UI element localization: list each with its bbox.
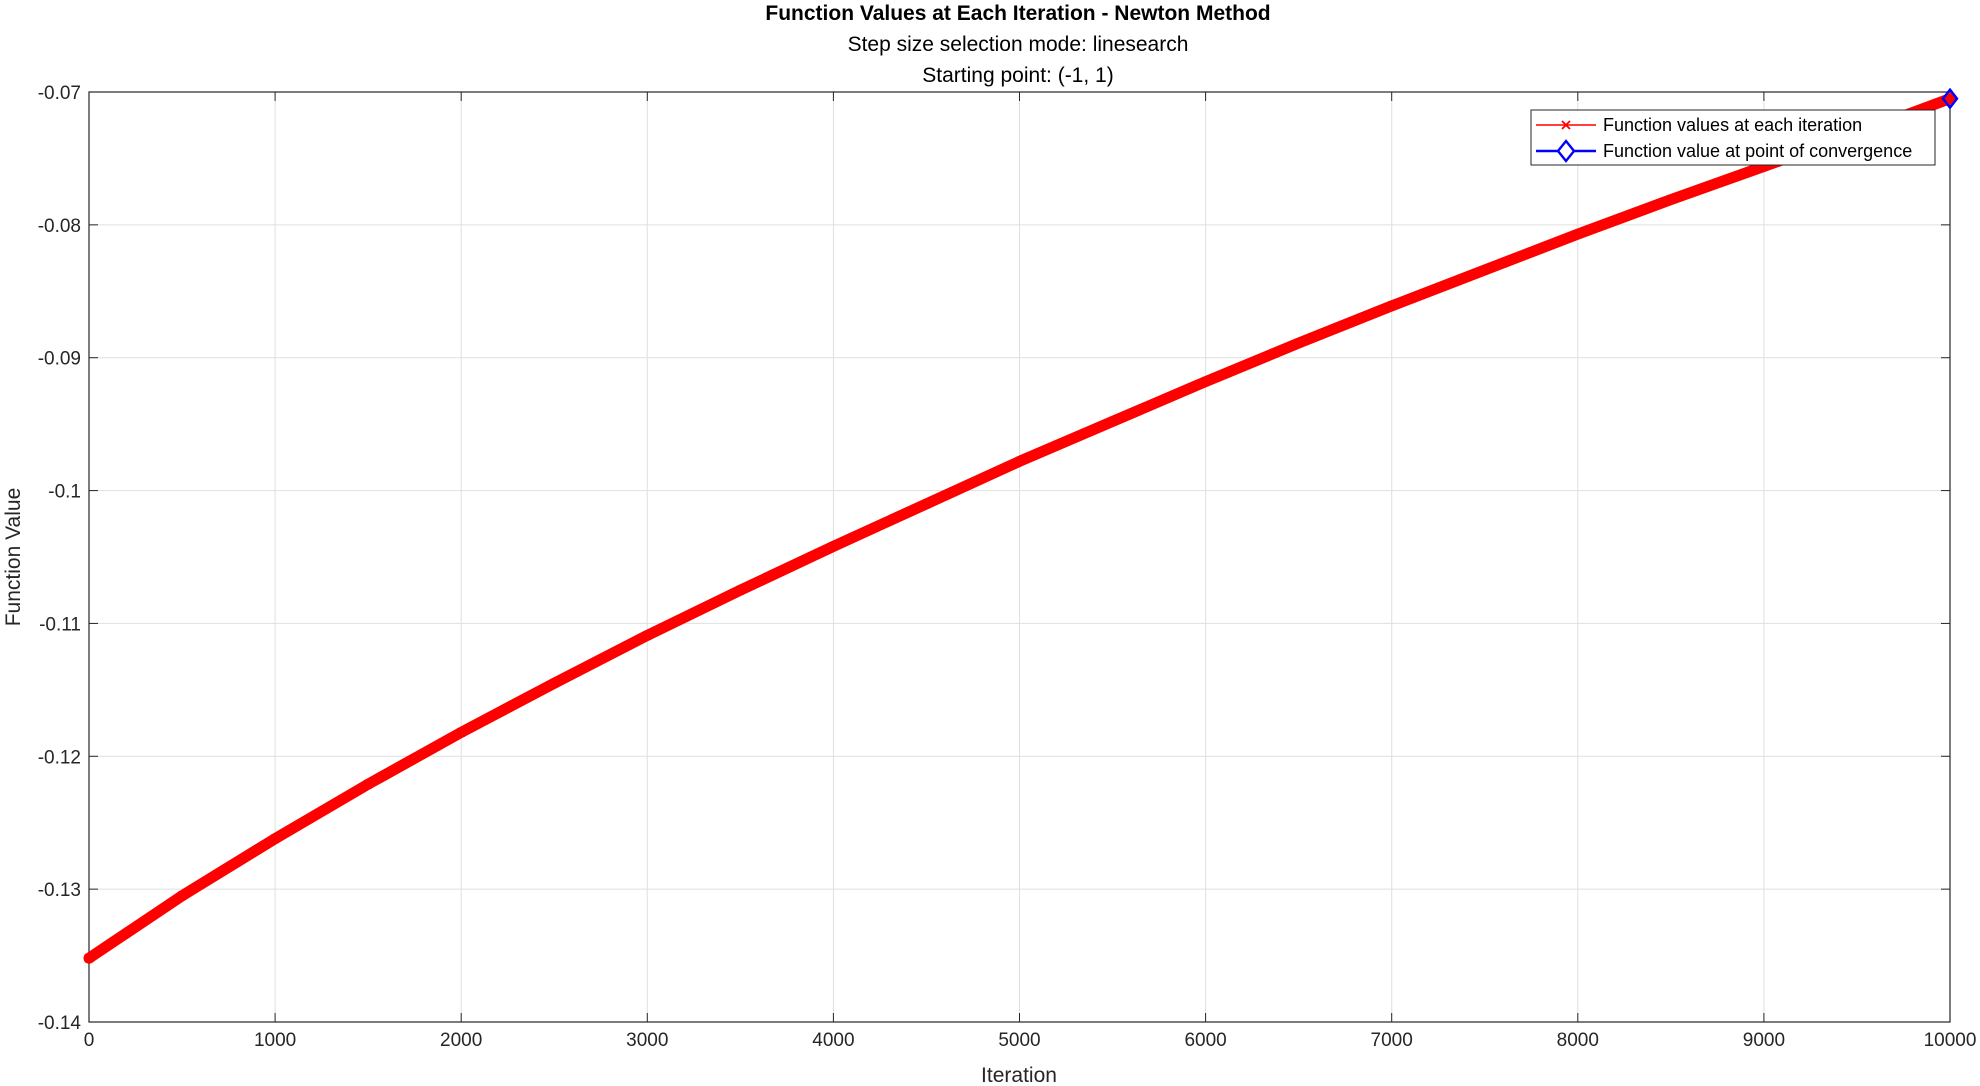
legend-marker-diamond-icon: [1556, 139, 1576, 163]
chart-title: Function Values at Each Iteration - Newt…: [765, 2, 1270, 25]
x-tick-label: 8000: [1557, 1030, 1599, 1051]
data-point-marker: [1666, 194, 1676, 205]
legend-label-series-1: Function values at each iteration: [1603, 115, 1862, 135]
y-tick-label: -0.1: [48, 482, 81, 503]
legend-label-series-2: Function value at point of convergence: [1603, 141, 1912, 161]
legend: Function values at each iteration Functi…: [1530, 109, 1936, 166]
y-tick-label: -0.11: [39, 614, 81, 635]
x-tick-label: 7000: [1371, 1030, 1413, 1051]
data-point-marker: [828, 541, 839, 552]
y-tick-label: -0.12: [38, 747, 81, 768]
data-point-marker: [363, 779, 373, 789]
data-point-marker: [735, 585, 746, 595]
data-point-marker: [642, 630, 653, 641]
x-tick-label: 1000: [254, 1030, 296, 1051]
chart-subtitle-line-1: Step size selection mode: linesearch: [848, 33, 1189, 56]
data-point-marker: [1945, 93, 1955, 104]
x-tick-label: 10000: [1924, 1030, 1977, 1051]
data-point-marker: [177, 891, 187, 901]
data-point-marker: [549, 678, 559, 688]
legend-box: [1530, 109, 1936, 166]
y-tick-label: -0.13: [38, 880, 81, 901]
series: [83, 87, 1959, 964]
legend-marker-x-icon: [1561, 120, 1571, 130]
data-point-marker: [1386, 301, 1397, 311]
convergence-point-marker: [1941, 87, 1959, 110]
x-tick-label: 6000: [1184, 1030, 1226, 1051]
x-tick-label: 0: [84, 1030, 95, 1051]
y-tick-label: -0.09: [38, 349, 81, 370]
y-tick-label: -0.07: [38, 83, 81, 104]
y-tick-label: -0.14: [38, 1013, 82, 1034]
chart-subtitle-line-2: Starting point: (-1, 1): [922, 64, 1113, 87]
data-point-marker: [1293, 338, 1304, 348]
y-tick-label: -0.08: [38, 216, 81, 237]
data-point-marker: [270, 833, 280, 844]
data-point-marker: [1480, 265, 1490, 275]
data-point-marker: [1573, 229, 1583, 239]
data-point-marker: [1107, 416, 1118, 427]
x-tick-label: 9000: [1743, 1030, 1785, 1051]
grid: [88, 91, 1951, 1023]
x-tick-label: 3000: [626, 1030, 668, 1051]
x-tick-label: 5000: [998, 1030, 1040, 1051]
data-point-marker: [1014, 456, 1025, 467]
axis-ticks: 0 1000 2000 3000 4000 5000 6000 7000 8000 9000 100…: [38, 83, 1977, 1051]
x-tick-label: 4000: [812, 1030, 854, 1051]
data-point-marker: [456, 727, 466, 738]
data-point-marker: [84, 953, 94, 963]
data-point-marker: [1200, 376, 1211, 387]
x-axis-label: Iteration: [981, 1064, 1057, 1086]
x-tick-label: 2000: [440, 1030, 482, 1051]
y-axis-label: Function Value: [2, 488, 25, 627]
data-point-marker: [921, 499, 932, 509]
